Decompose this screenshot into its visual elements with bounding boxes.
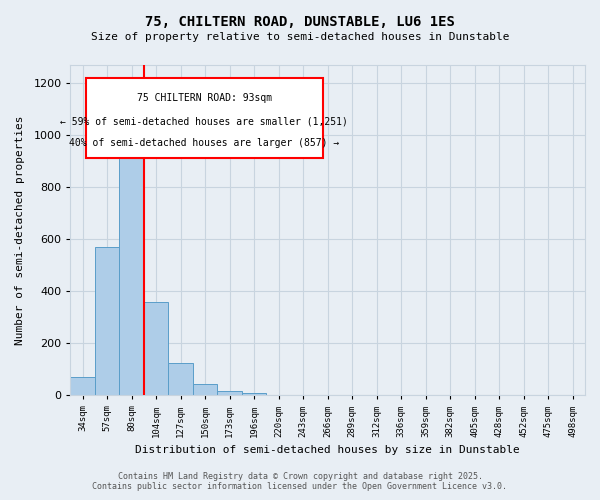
X-axis label: Distribution of semi-detached houses by size in Dunstable: Distribution of semi-detached houses by … — [136, 445, 520, 455]
Bar — [95, 247, 119, 396]
Bar — [169, 363, 193, 396]
Bar — [144, 302, 169, 396]
FancyBboxPatch shape — [86, 78, 323, 158]
Text: ← 59% of semi-detached houses are smaller (1,251): ← 59% of semi-detached houses are smalle… — [61, 117, 348, 127]
Text: 75 CHILTERN ROAD: 93sqm: 75 CHILTERN ROAD: 93sqm — [137, 93, 272, 103]
Bar — [217, 392, 242, 396]
Bar — [193, 384, 217, 396]
Bar — [70, 377, 95, 396]
Bar — [119, 148, 144, 396]
Text: 40% of semi-detached houses are larger (857) →: 40% of semi-detached houses are larger (… — [69, 138, 340, 148]
Text: Contains HM Land Registry data © Crown copyright and database right 2025.
Contai: Contains HM Land Registry data © Crown c… — [92, 472, 508, 491]
Text: Size of property relative to semi-detached houses in Dunstable: Size of property relative to semi-detach… — [91, 32, 509, 42]
Y-axis label: Number of semi-detached properties: Number of semi-detached properties — [15, 116, 25, 345]
Text: 75, CHILTERN ROAD, DUNSTABLE, LU6 1ES: 75, CHILTERN ROAD, DUNSTABLE, LU6 1ES — [145, 15, 455, 29]
Bar — [242, 394, 266, 396]
